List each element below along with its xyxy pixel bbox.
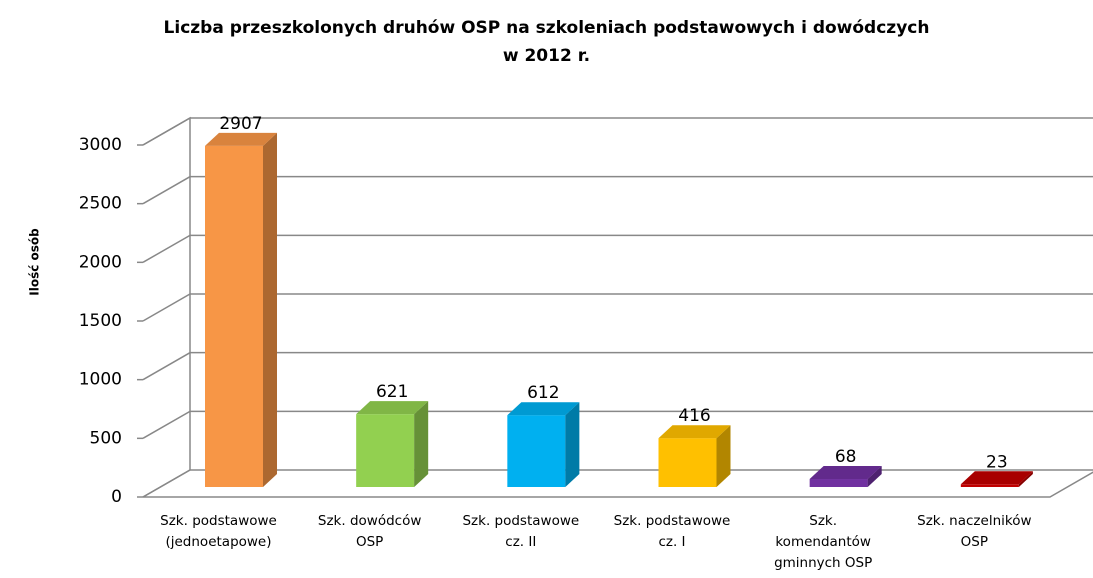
y-tick-label: 2000 xyxy=(79,252,122,272)
grid-line xyxy=(142,469,1093,498)
y-axis-label: Ilość osób xyxy=(28,228,42,296)
bar-side xyxy=(1018,471,1033,487)
bar-side xyxy=(263,132,277,488)
grid-line xyxy=(142,117,1093,146)
grid-line xyxy=(142,234,1093,263)
bar xyxy=(356,414,415,487)
bar-side-shade xyxy=(1018,471,1033,487)
x-tick-label: Szk. podstawowe cz. I xyxy=(613,513,731,550)
grid-line xyxy=(142,410,1093,439)
bar-top-shade xyxy=(658,425,731,439)
bar-side xyxy=(716,425,731,487)
x-tick-label: Szk. naczelników OSP xyxy=(917,513,1032,550)
bar xyxy=(507,415,566,487)
y-tick-label: 3000 xyxy=(79,135,122,155)
bar-side xyxy=(565,402,580,487)
bar-top-shade xyxy=(205,132,277,146)
data-label: 23 xyxy=(986,452,1008,472)
bar-top-shade xyxy=(960,471,1033,485)
bar-top xyxy=(356,401,429,415)
bar-top-shade xyxy=(507,402,580,416)
bar xyxy=(960,484,1019,487)
y-tick-label: 0 xyxy=(111,487,122,507)
floor-edge xyxy=(143,471,1093,498)
x-tick-label: Szk. podstawowe (jednoetapowe) xyxy=(160,513,277,550)
bar-top-shade xyxy=(809,466,882,480)
bar-top-shade xyxy=(356,401,429,415)
bar xyxy=(809,479,868,487)
y-tick-label: 2500 xyxy=(79,194,122,214)
data-label: 68 xyxy=(835,447,857,467)
y-tick-label: 1500 xyxy=(79,311,122,331)
bar-side xyxy=(867,466,882,487)
data-label: 2907 xyxy=(219,114,262,134)
data-label: 612 xyxy=(527,383,559,403)
bar-top xyxy=(960,471,1033,485)
grid-line xyxy=(142,351,1093,381)
grid-line xyxy=(142,175,1093,205)
bar-top xyxy=(809,466,882,480)
bar-side-shade xyxy=(565,402,580,487)
bar-side xyxy=(414,401,429,487)
bar-side-shade xyxy=(414,401,429,487)
bar-side-shade xyxy=(263,132,277,488)
data-label: 416 xyxy=(678,406,710,426)
y-tick-label: 1000 xyxy=(79,370,122,390)
bar-top xyxy=(658,425,731,439)
data-label: 621 xyxy=(376,382,408,402)
grid-line xyxy=(142,293,1093,322)
x-tick-label: Szk. komendantów gminnych OSP xyxy=(774,513,873,571)
bar-side-shade xyxy=(716,425,731,487)
y-tick-label: 500 xyxy=(90,428,122,448)
x-tick-label: Szk. podstawowe cz. II xyxy=(462,513,580,550)
bar-top xyxy=(205,132,277,146)
bar-side-shade xyxy=(867,466,882,487)
bar-top xyxy=(507,402,580,416)
x-tick-label: Szk. dowódców OSP xyxy=(317,513,422,550)
bar xyxy=(658,438,717,487)
bar xyxy=(205,145,263,488)
chart-title: Liczba przeszkolonych druhów OSP na szko… xyxy=(163,18,930,66)
